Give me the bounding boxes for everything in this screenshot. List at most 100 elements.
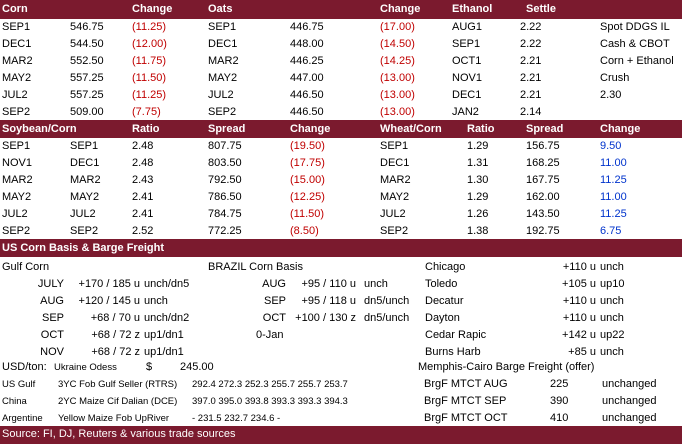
ethanol-month: SEP1 (452, 38, 481, 50)
barge-change: unchanged (602, 378, 657, 390)
city-change: unch (600, 312, 624, 324)
oats-price: 446.25 (290, 55, 324, 67)
fob-values: 397.0 395.0 393.8 393.3 393.3 394.3 (192, 396, 348, 407)
corn-oats-ethanol-header (0, 0, 682, 19)
corn-month: MAR2 (70, 174, 101, 186)
wheat-corn-spread: 156.75 (526, 140, 560, 152)
fob-description: 2YC Maize Cif Dalian (DCE) (58, 396, 178, 407)
wheat-corn-spread: 162.00 (526, 191, 560, 203)
soy-corn-change: (15.00) (290, 174, 325, 186)
corn-change: (11.75) (132, 55, 167, 67)
oats-price: 447.00 (290, 72, 324, 84)
sec1-header-5: Settle (526, 3, 556, 15)
fob-country: US Gulf (2, 379, 36, 390)
gulf-change: unch/dn5 (144, 278, 190, 290)
sec1-header-3: Change (380, 3, 421, 15)
gulf-change: unch/dn2 (144, 312, 190, 324)
ethanol-month: AUG1 (452, 21, 482, 33)
barge-label: BrgF MTCT SEP (424, 395, 507, 407)
wheat-corn-ratio: 1.31 (467, 157, 489, 169)
wheat-corn-change: 9.50 (600, 140, 622, 152)
corn-change: (11.50) (132, 72, 167, 84)
barge-value: 390 (550, 395, 569, 407)
soy-month: SEP2 (2, 225, 31, 237)
city-basis: +105 u (562, 278, 596, 290)
ethanol-note: Crush (600, 72, 630, 84)
gulf-change: up1/dn1 (144, 346, 184, 358)
soy-month: SEP1 (2, 140, 31, 152)
oats-change: (13.00) (380, 72, 415, 84)
wheat-corn-spread: 168.25 (526, 157, 560, 169)
wheat-month: SEP1 (380, 140, 409, 152)
sec1-header-4: Ethanol (452, 3, 493, 15)
ethanol-note: Corn + Ethanol (600, 55, 674, 67)
gulf-month: NOV (40, 346, 64, 358)
soy-corn-spread: 803.50 (208, 157, 242, 169)
gulf-basis: +68 / 72 z (91, 346, 140, 358)
soy-corn-spread: 772.25 (208, 225, 242, 237)
corn-change: (11.25) (132, 89, 167, 101)
ethanol-settle: 2.21 (520, 89, 542, 101)
soy-corn-ratio: 2.43 (132, 174, 154, 186)
sec2-header-2: Spread (208, 123, 246, 135)
brazil-month: AUG (262, 278, 286, 290)
wheat-corn-change: 11.25 (600, 174, 627, 186)
sec2-header-1: Ratio (132, 123, 160, 135)
footer-bar (0, 426, 682, 444)
oats-change: (17.00) (380, 21, 415, 33)
city-basis: +142 u (562, 329, 596, 341)
oats-month: SEP2 (208, 106, 237, 118)
wheat-corn-change: 11.25 (600, 208, 627, 220)
brazil-basis: +100 / 130 z (295, 312, 356, 324)
ethanol-note: Cash & CBOT (600, 38, 670, 50)
corn-change: (7.75) (132, 106, 161, 118)
gulf-month: OCT (40, 329, 64, 341)
oats-month: MAR2 (208, 55, 239, 67)
wheat-corn-ratio: 1.30 (467, 174, 489, 186)
fob-country: China (2, 396, 27, 407)
basis-header (0, 239, 682, 257)
gulf-month: JULY (37, 278, 64, 290)
corn-price: 552.50 (70, 55, 104, 67)
gulf-basis: +120 / 145 u (78, 295, 140, 307)
usd-ton-label: USD/ton: (2, 361, 47, 373)
ethanol-month: OCT1 (452, 55, 482, 67)
ethanol-note: Spot DDGS IL (600, 21, 670, 33)
soy-corn-ratio: 2.41 (132, 208, 154, 220)
wheat-corn-ratio: 1.29 (467, 140, 489, 152)
gulf-basis: +170 / 185 u (78, 278, 140, 290)
soy-corn-ratio: 2.52 (132, 225, 154, 237)
corn-price: 546.75 (70, 21, 104, 33)
sec2-header-5: Ratio (467, 123, 495, 135)
ukraine-value: 245.00 (180, 361, 214, 373)
sec2-header-7: Change (600, 123, 641, 135)
barge-freight-title: Memphis-Cairo Barge Freight (offer) (418, 361, 595, 373)
soy-corn-ratio: 2.48 (132, 140, 154, 152)
corn-price: 509.00 (70, 106, 104, 118)
ethanol-month: NOV1 (452, 72, 482, 84)
sec1-header-1: Change (132, 3, 173, 15)
city-name: Decatur (425, 295, 464, 307)
gulf-month: AUG (40, 295, 64, 307)
soy-corn-ratio: 2.48 (132, 157, 154, 169)
ethanol-month: JAN2 (452, 106, 479, 118)
ethanol-month: DEC1 (452, 89, 482, 101)
wheat-corn-ratio: 1.26 (467, 208, 489, 220)
oats-change: (13.00) (380, 106, 415, 118)
corn-month: SEP2 (70, 225, 99, 237)
fob-country: Argentine (2, 413, 43, 424)
ethanol-settle: 2.21 (520, 55, 542, 67)
fob-values: 292.4 272.3 252.3 255.7 255.7 253.7 (192, 379, 348, 390)
oats-change: (14.50) (380, 38, 415, 50)
oats-price: 446.75 (290, 21, 324, 33)
oats-price: 446.50 (290, 89, 324, 101)
ethanol-note: 2.30 (600, 89, 622, 101)
wheat-month: MAR2 (380, 174, 411, 186)
corn-month: MAY2 (70, 191, 100, 203)
gulf-month: SEP (41, 312, 64, 324)
oats-month: MAY2 (208, 72, 238, 84)
wheat-corn-spread: 167.75 (526, 174, 560, 186)
soy-corn-change: (17.75) (290, 157, 325, 169)
corn-month: SEP1 (70, 140, 99, 152)
brazil-month: OCT (262, 312, 286, 324)
